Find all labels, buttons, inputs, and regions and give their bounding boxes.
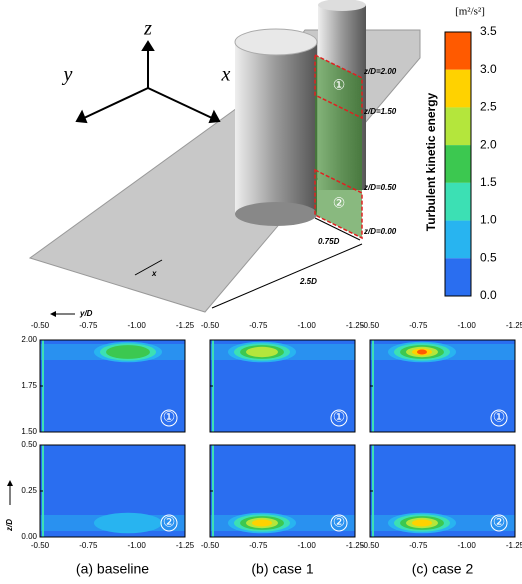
region-box [314,53,363,120]
colorbar-label: Turbulent kinetic energy [424,92,438,231]
x-tick-label: -0.50 [31,541,50,550]
colorbar-tick-label: 3.0 [480,62,497,76]
contour-level [94,512,162,534]
front-cylinder-base [235,202,317,226]
dimension-line [314,217,361,241]
x-tick-label: -0.75 [249,321,268,330]
region-label: ① [493,409,506,425]
region-circle [490,514,508,532]
annotation: x [151,269,157,278]
annotation: z/D=2.00 [363,67,397,76]
contour-level [412,519,432,527]
region-label: ② [333,514,346,530]
x-tick-label: -1.00 [128,321,147,330]
x-tick-label: -1.25 [346,321,365,330]
x-tick-label: -0.50 [361,321,380,330]
region-marker: ① [333,77,346,93]
colorbar-tick-label: 3.5 [480,24,497,38]
x-tick-label: -1.25 [506,541,522,550]
measurement-plane [315,55,362,238]
axis-triad [75,40,221,124]
colorbar-tick-label: 2.5 [480,100,497,114]
region-label: ① [163,409,176,425]
z-tick-label: 0.50 [21,440,37,449]
contour-level [417,349,427,355]
region-label: ② [493,514,506,530]
x-tick-label: -1.25 [176,321,195,330]
x-tick-label: -1.25 [176,541,195,550]
x-tick-label: -1.00 [458,321,477,330]
x-tick-label: -0.75 [79,321,98,330]
axis-name: y [62,64,73,86]
x-tick-label: -1.25 [346,541,365,550]
rear-cylinder-top [318,0,366,11]
x-tick-label: -0.75 [79,541,98,550]
x-tick-label: -0.75 [409,541,428,550]
colorbar-frame [444,31,472,297]
colorbar-tick-label: 0.0 [480,288,497,302]
annotation: 2.5D [299,277,317,286]
x-tick-label: -1.00 [298,541,317,550]
annotation: z/D=0.00 [363,227,397,236]
axis-arrow [7,480,13,486]
x-tick-label: -1.00 [298,321,317,330]
caption: (a) baseline [76,561,149,577]
x-tick-label: -0.75 [409,321,428,330]
x-tick-label: -1.00 [458,541,477,550]
region-circle [160,409,178,427]
region-circle [330,409,348,427]
annotation: 0.75D [318,237,340,246]
colorbar-tick-label: 0.5 [480,250,497,264]
x-tick-label: -1.25 [506,321,522,330]
z-tick-label: 0.00 [21,532,37,541]
x-tick-label: -1.00 [128,541,147,550]
caption: (c) case 2 [412,561,474,577]
axis-name: x [221,64,231,86]
front-cylinder-top [234,28,318,56]
x-tick-label: -0.75 [249,541,268,550]
x-tick-label: -0.50 [201,321,220,330]
region-circle [490,409,508,427]
contour-level [106,345,150,359]
caption: (b) case 1 [251,561,313,577]
region-circle [160,514,178,532]
colorbar-segment [445,258,471,296]
z-tick-label: 2.00 [21,335,37,344]
colorbar-tick-label: 1.0 [480,213,497,227]
colorbar-unit: [m²/s²] [455,6,485,18]
axis-arrow [50,311,56,317]
x-tick-label: -0.50 [361,541,380,550]
region-circle [330,514,348,532]
colorbar-segment [445,220,471,259]
x-tick-label: -0.50 [201,541,220,550]
axis-label: y/D [79,309,93,318]
axis-label: z/D [5,519,14,532]
z-tick-label: 1.75 [21,381,37,390]
region-box [314,168,363,240]
colorbar-segment [445,69,471,108]
colorbar-tick-label: 1.5 [480,175,497,189]
z-tick-label: 1.50 [21,427,37,436]
contour-level [246,346,278,358]
colorbar-segment [445,107,471,146]
colorbar-tick-label: 2.0 [480,137,497,151]
contour-level [252,519,272,527]
region-label: ① [333,409,346,425]
annotation: z/D=0.50 [363,183,397,192]
region-marker: ② [333,195,346,211]
flow-arrow [134,259,163,276]
colorbar-segment [445,145,471,183]
dimension-line [211,243,363,309]
front-cylinder [235,42,317,214]
annotation: z/D=1.50 [363,107,397,116]
z-tick-label: 0.25 [21,486,37,495]
region-label: ② [163,514,176,530]
axis-name: z [143,18,152,40]
x-tick-label: -0.50 [31,321,50,330]
colorbar-segment [445,32,471,70]
colorbar-segment [445,182,471,221]
